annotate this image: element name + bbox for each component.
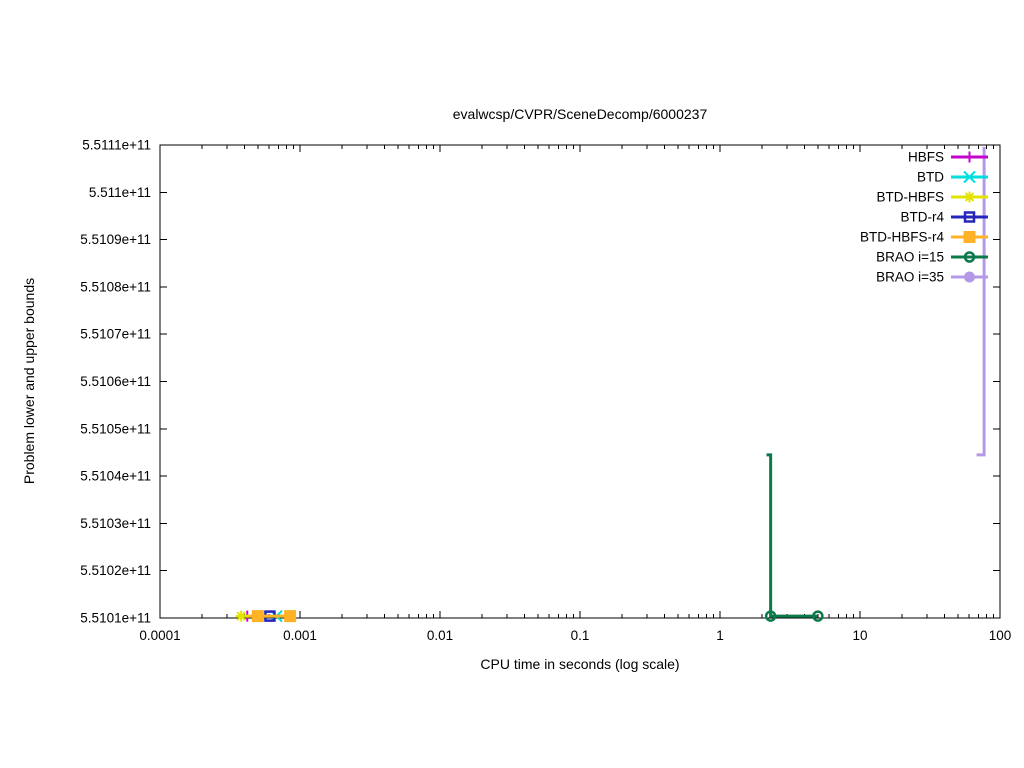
circle-open-marker [963, 251, 976, 263]
marker-circle [963, 251, 976, 263]
legend-entry-btd-hbfs-r4: BTD-HBFS-r4 [860, 230, 988, 245]
legend-entry-btd-r4: BTD-r4 [901, 210, 988, 225]
y-tick-label: 5.5103e+11 [80, 516, 151, 531]
legend-label: BRAO i=35 [876, 270, 944, 285]
x-tick-label: 0.0001 [139, 628, 180, 643]
star-marker [964, 191, 975, 203]
y-tick-label: 5.5111e+11 [82, 138, 151, 153]
marker-stroke [964, 192, 975, 202]
circle-open-marker [764, 610, 777, 622]
series-line [976, 146, 986, 457]
x-tick-label: 0.1 [571, 628, 590, 643]
y-tick-label: 5.5105e+11 [80, 421, 151, 436]
y-tick-label: 5.5102e+11 [80, 563, 151, 578]
chart-title: evalwcsp/CVPR/SceneDecomp/6000237 [453, 106, 708, 122]
plot-border [159, 144, 1001, 619]
legend-entry-hbfs: HBFS [908, 150, 988, 165]
y-tick-label: 5.5101e+11 [80, 611, 151, 626]
legend-label: HBFS [908, 150, 944, 165]
plus-marker [964, 151, 975, 163]
marker-circle [812, 610, 824, 622]
legend-label: BTD-r4 [901, 210, 945, 225]
legend-label: BRAO i=15 [876, 250, 944, 265]
circle-open-marker [812, 610, 824, 622]
marker-stroke [963, 170, 976, 184]
square-filled-marker [963, 231, 976, 243]
legend-entry-btd-hbfs: BTD-HBFS [877, 190, 988, 205]
legend-label: BTD-HBFS [877, 190, 945, 205]
x-tick-label: 0.01 [427, 628, 453, 643]
marker-stroke [236, 611, 246, 621]
plot-series [235, 146, 986, 623]
series-line [766, 453, 818, 618]
square-open-marker [963, 211, 976, 223]
marker-square [284, 610, 297, 623]
legend-label: BTD [917, 170, 944, 185]
y-tick-label: 5.5104e+11 [80, 469, 151, 484]
plot-legend: HBFS BTD BTD-HBFS BTD-r4 BTD-HBFS-r4 BRAO i=1… [860, 150, 988, 285]
square-filled-marker [284, 610, 297, 623]
x-tick-label: 1 [716, 628, 724, 643]
star-marker [235, 610, 247, 622]
legend-entry-btd: BTD [917, 170, 988, 185]
marker-square [251, 610, 264, 623]
x-axis-label: CPU time in seconds (log scale) [480, 656, 679, 672]
legend-entry-brao-i-15: BRAO i=15 [876, 250, 988, 265]
x-marker [963, 170, 976, 184]
legend-entry-brao-i-35: BRAO i=35 [876, 270, 988, 285]
y-tick-label: 5.5106e+11 [80, 374, 151, 389]
marker-circle [964, 271, 975, 283]
series-brao-i-15 [764, 453, 824, 622]
marker-circle [764, 610, 777, 622]
legend-label: BTD-HBFS-r4 [860, 230, 944, 245]
marker-square [963, 211, 976, 223]
square-filled-marker [251, 610, 264, 623]
y-tick-label: 5.511e+11 [89, 185, 151, 200]
plot-axes: 0.0001 0.001 0.01 0.1 1 10 100 5.5101e+11 5.5102… [80, 138, 1011, 644]
y-axis-label: Problem lower and upper bounds [21, 278, 37, 484]
y-tick-label: 5.5107e+11 [80, 327, 151, 342]
x-tick-label: 0.001 [283, 628, 317, 643]
series-btd-hbfs-r4 [250, 610, 297, 623]
marker-square [963, 231, 976, 243]
y-tick-label: 5.5108e+11 [80, 279, 151, 294]
x-tick-label: 100 [989, 628, 1012, 643]
series-brao-i-35 [976, 146, 986, 457]
x-tick-label: 10 [852, 628, 867, 643]
circle-filled-marker [964, 271, 975, 283]
y-tick-label: 5.5109e+11 [80, 232, 151, 247]
